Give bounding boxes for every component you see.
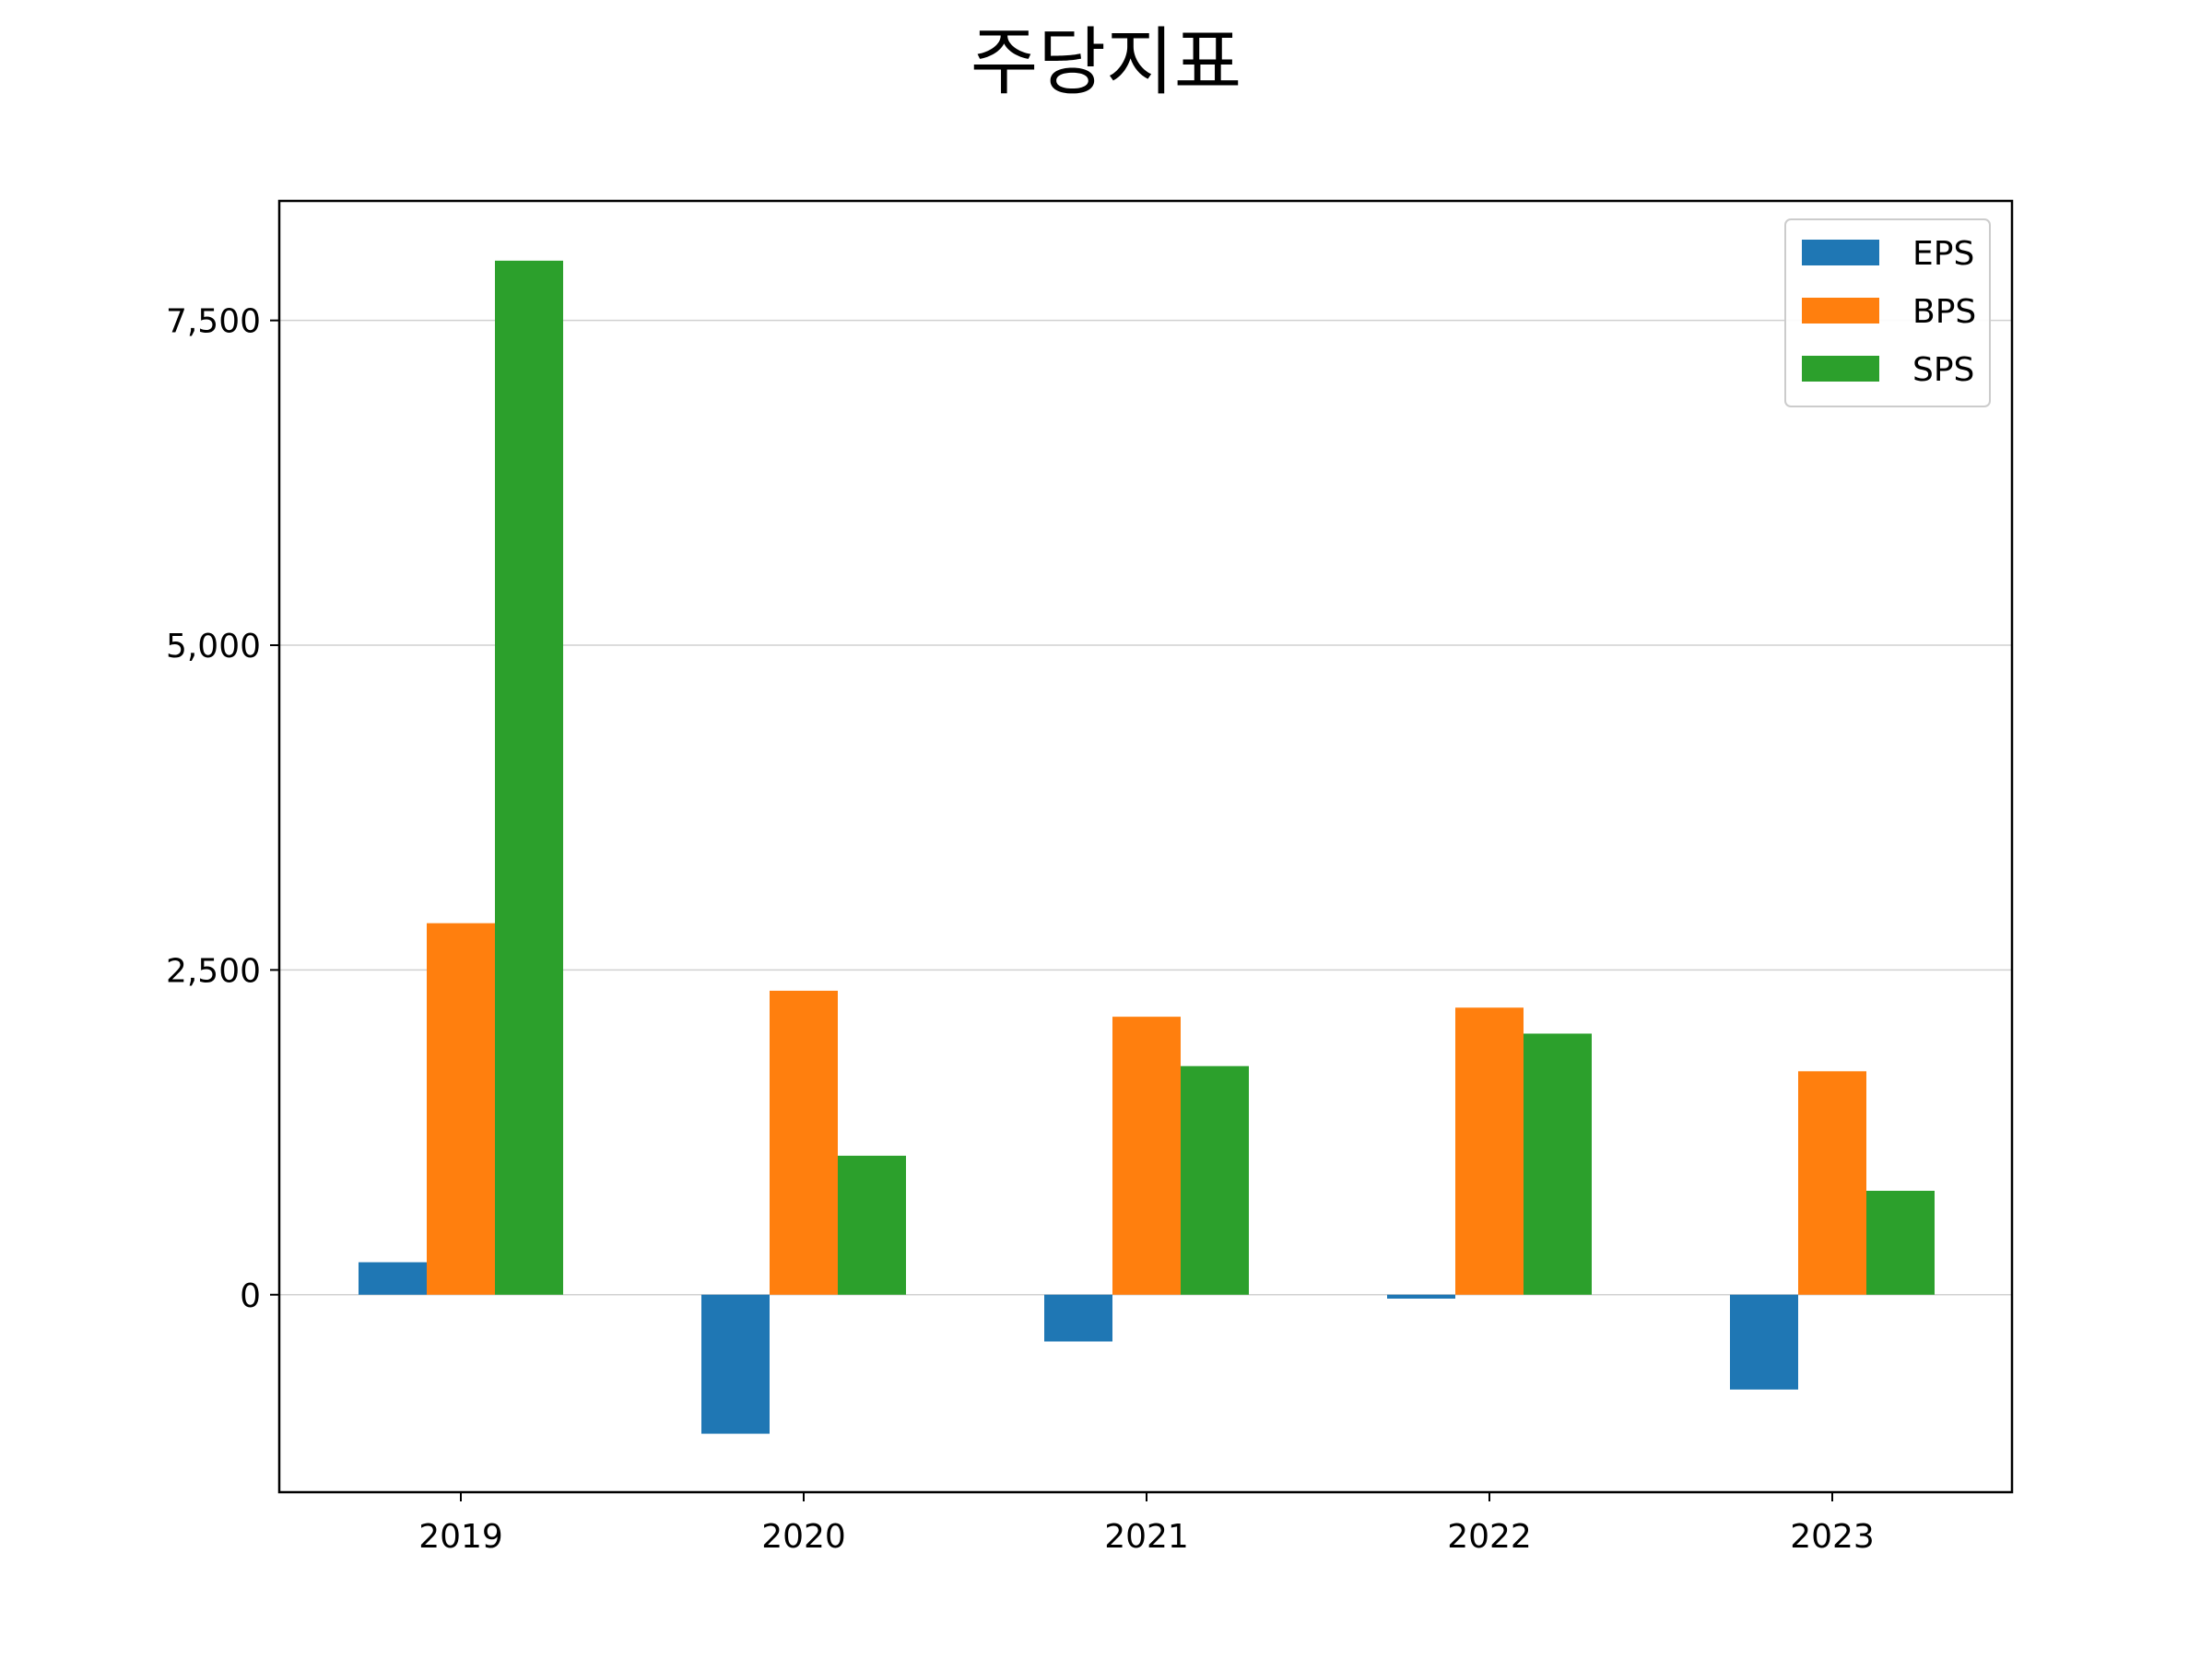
y-tick-label-1: 2,500 bbox=[166, 952, 261, 990]
legend-label-eps: EPS bbox=[1912, 235, 1974, 273]
bar-eps-2021 bbox=[1044, 1294, 1112, 1342]
legend-swatch-bps bbox=[1802, 298, 1879, 324]
legend-swatch-sps bbox=[1802, 356, 1879, 382]
bar-bps-2019 bbox=[427, 923, 495, 1295]
bar-eps-2022 bbox=[1387, 1294, 1455, 1299]
bars bbox=[359, 260, 1935, 1434]
legend-swatch-eps bbox=[1802, 240, 1879, 265]
bar-bps-2020 bbox=[770, 990, 838, 1295]
bar-sps-2020 bbox=[838, 1155, 906, 1295]
bar-sps-2019 bbox=[495, 260, 563, 1295]
x-tick-label-4: 2023 bbox=[1790, 1518, 1875, 1556]
bar-eps-2023 bbox=[1730, 1294, 1798, 1390]
bar-bps-2021 bbox=[1112, 1017, 1181, 1295]
x-tick-label-1: 2020 bbox=[761, 1518, 846, 1556]
x-tick-label-3: 2022 bbox=[1447, 1518, 1532, 1556]
y-tick-label-3: 7,500 bbox=[166, 303, 261, 341]
legend-label-sps: SPS bbox=[1912, 351, 1974, 389]
ticks: 0 2,500 5,000 7,500 2019 2020 2021 2022 2023 bbox=[166, 303, 1875, 1556]
legend-label-bps: BPS bbox=[1912, 293, 1976, 331]
x-tick-label-0: 2019 bbox=[418, 1518, 503, 1556]
bar-eps-2019 bbox=[359, 1262, 427, 1295]
bar-eps-2020 bbox=[701, 1294, 770, 1434]
bar-sps-2022 bbox=[1524, 1033, 1592, 1295]
gridlines bbox=[279, 319, 2012, 1296]
bar-bps-2022 bbox=[1455, 1007, 1524, 1295]
chart-title: 주당지표 bbox=[971, 19, 1241, 105]
bar-bps-2023 bbox=[1798, 1071, 1866, 1295]
y-tick-label-2: 5,000 bbox=[166, 628, 261, 665]
x-tick-label-2: 2021 bbox=[1104, 1518, 1189, 1556]
legend: EPS BPS SPS bbox=[1784, 218, 1991, 407]
bar-sps-2023 bbox=[1866, 1191, 1935, 1295]
y-tick-label-0: 0 bbox=[240, 1277, 261, 1315]
bar-sps-2021 bbox=[1181, 1065, 1249, 1295]
